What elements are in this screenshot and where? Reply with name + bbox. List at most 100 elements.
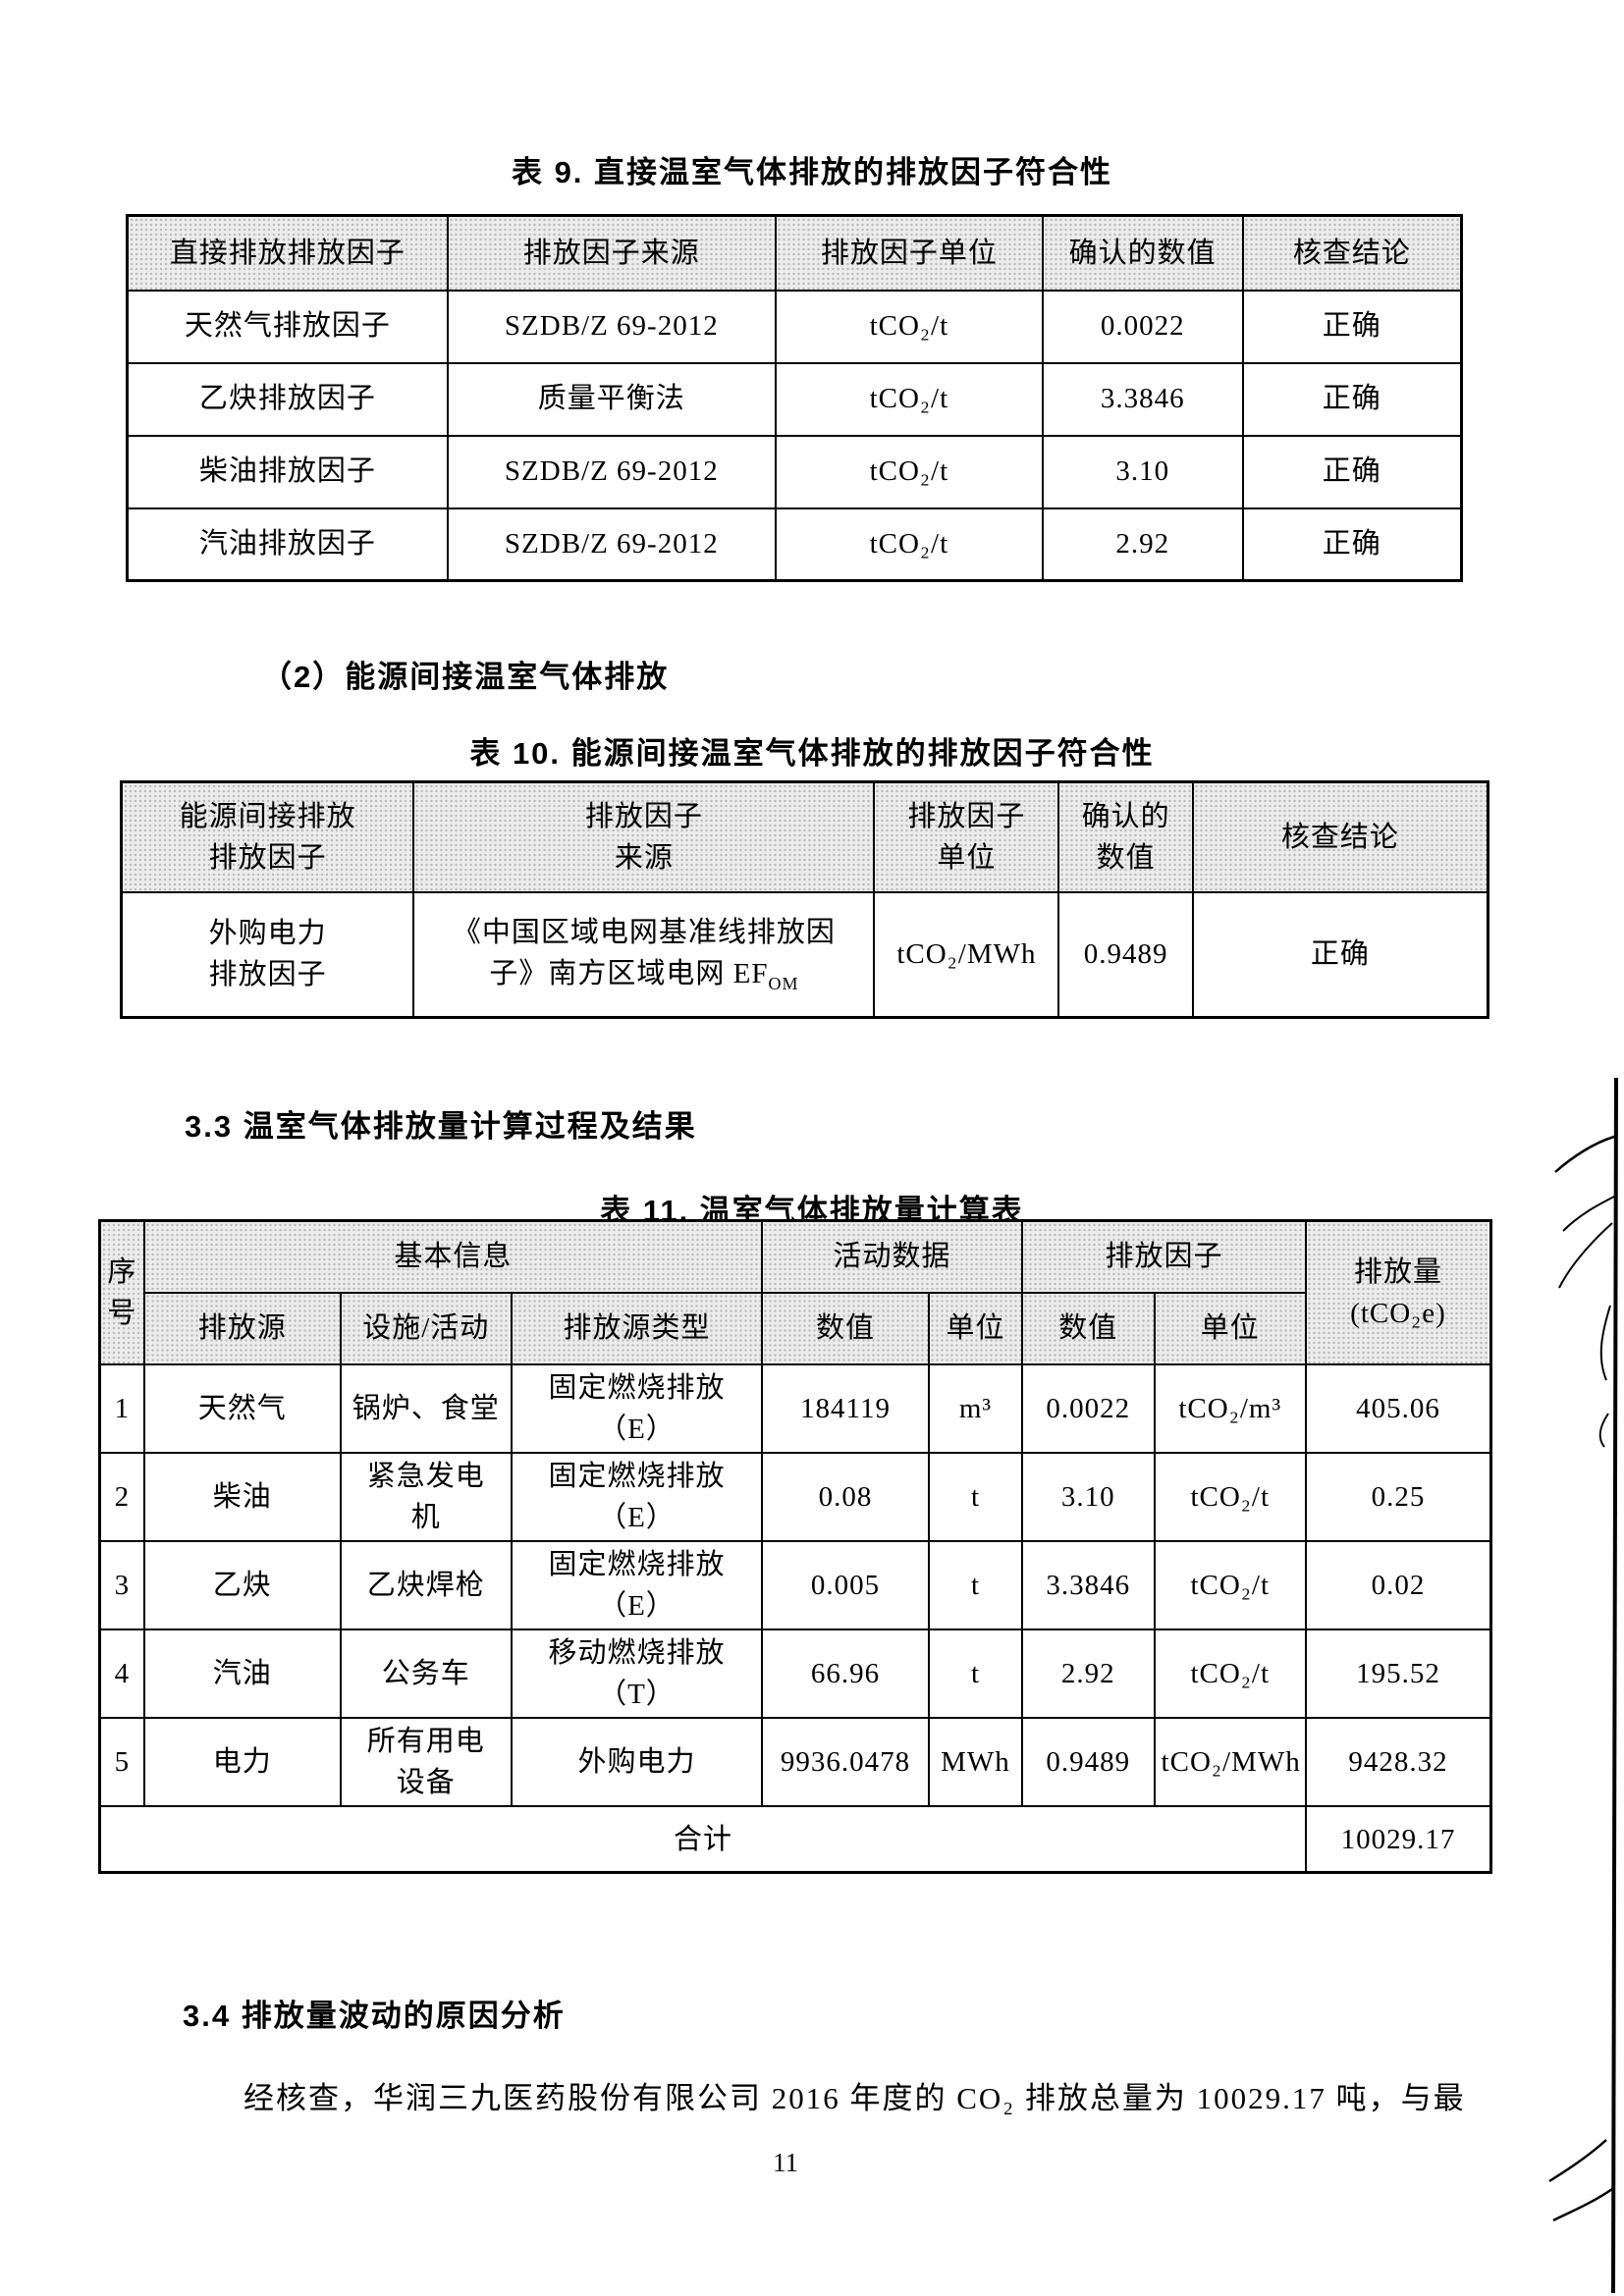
section-3-3-heading: 3.3 温室气体排放量计算过程及结果 (185, 1109, 697, 1144)
cell: 0.25 (1304, 1451, 1492, 1542)
table-11-header-cell: 排放源类型 (510, 1291, 763, 1365)
scan-scratch (1552, 2187, 1613, 2222)
cell: 汽油排放因子 (126, 507, 449, 582)
source-text: 《中国区域电网基准线排放因 子》南方区域电网 EF (452, 917, 836, 990)
cell: 电力 (142, 1716, 342, 1807)
cell: 195.52 (1304, 1628, 1492, 1719)
cell: t (928, 1539, 1023, 1630)
table-11-header-cell: 排放源 (142, 1291, 342, 1365)
scan-scratch (1558, 1222, 1613, 1289)
table-10: 能源间接排放 排放因子 排放因子 来源 排放因子 单位 确认的 数值 核查结论 … (120, 780, 1489, 1019)
table-10-source-cell: 《中国区域电网基准线排放因 子》南方区域电网 EFOM (412, 890, 876, 1019)
table-11-total-row: 合计 10029.17 (98, 1804, 1492, 1874)
cell: 4 (98, 1628, 145, 1719)
table-row: 柴油排放因子 SZDB/Z 69-2012 tCO₂/t 3.10 正确 (126, 434, 1463, 509)
page-number: 11 (773, 2148, 798, 2177)
table-11-header-cell: 基本信息 (142, 1219, 763, 1294)
cell: 正确 (1241, 361, 1463, 437)
cell: 固定燃烧排放 （E） (510, 1451, 763, 1542)
table-10-title: 表 10. 能源间接温室气体排放的排放因子符合性 (469, 736, 1155, 771)
cell: tCO₂/MWh (1153, 1716, 1307, 1807)
table-row: 1 天然气 锅炉、食堂 固定燃烧排放 （E） 184119 m³ 0.0022 … (98, 1362, 1492, 1454)
table-9-header-cell: 排放因子单位 (774, 214, 1044, 292)
table-row: 汽油排放因子 SZDB/Z 69-2012 tCO₂/t 2.92 正确 (126, 507, 1463, 582)
scan-artifact (1548, 1077, 1618, 2294)
table-row: 5 电力 所有用电 设备 外购电力 9936.0478 MWh 0.9489 t… (98, 1716, 1492, 1807)
cell: SZDB/Z 69-2012 (446, 289, 777, 364)
table-9-header-cell: 核查结论 (1241, 214, 1463, 292)
cell: tCO₂/t (774, 361, 1044, 437)
cell: m³ (928, 1362, 1023, 1454)
section-3-4-heading: 3.4 排放量波动的原因分析 (183, 1999, 566, 2033)
cell: 405.06 (1304, 1362, 1492, 1454)
scan-line (1611, 1077, 1618, 2294)
cell: 正确 (1241, 289, 1463, 364)
table-11-header-cell: 排放量 (tCO₂e) (1304, 1219, 1492, 1365)
cell: tCO₂/t (1153, 1451, 1307, 1542)
cell: tCO₂/t (774, 507, 1044, 582)
cell: 2 (98, 1451, 145, 1542)
table-9-title: 表 9. 直接温室气体排放的排放因子符合性 (511, 155, 1113, 189)
cell: SZDB/Z 69-2012 (446, 434, 777, 509)
cell: tCO₂/m³ (1153, 1362, 1307, 1454)
table-9-header-cell: 排放因子来源 (446, 214, 777, 292)
scan-scratch (1554, 1135, 1615, 1173)
cell: 3.10 (1041, 434, 1244, 509)
cell: 0.9489 (1020, 1716, 1156, 1807)
cell: 乙炔焊枪 (339, 1539, 513, 1630)
cell: 外购电力 排放因子 (120, 890, 415, 1019)
table-10-header-cell: 确认的 数值 (1057, 780, 1194, 893)
cell: 0.9489 (1057, 890, 1194, 1019)
cell: 固定燃烧排放 （E） (510, 1362, 763, 1454)
table-11-header-cell: 设施/活动 (339, 1291, 513, 1365)
cell: 0.0022 (1020, 1362, 1156, 1454)
cell: 正确 (1241, 434, 1463, 509)
cell: 0.02 (1304, 1539, 1492, 1630)
cell: t (928, 1451, 1023, 1542)
cell: 66.96 (760, 1628, 931, 1719)
table-10-header-row: 能源间接排放 排放因子 排放因子 来源 排放因子 单位 确认的 数值 核查结论 (120, 780, 1489, 893)
cell: 紧急发电 机 (339, 1451, 513, 1542)
section-2-heading: （2）能源间接温室气体排放 (261, 660, 670, 694)
scan-scratch (1598, 1413, 1609, 1448)
cell: 3.10 (1020, 1451, 1156, 1542)
cell: 质量平衡法 (446, 361, 777, 437)
cell: 汽油 (142, 1628, 342, 1719)
cell: 移动燃烧排放 （T） (510, 1628, 763, 1719)
table-row: 天然气排放因子 SZDB/Z 69-2012 tCO₂/t 0.0022 正确 (126, 289, 1463, 364)
cell: 2.92 (1020, 1628, 1156, 1719)
table-10-header-cell: 排放因子 来源 (412, 780, 876, 893)
cell: 3.3846 (1041, 361, 1244, 437)
source-subscript: OM (768, 974, 799, 994)
table-10-header-cell: 能源间接排放 排放因子 (120, 780, 415, 893)
total-value-cell: 10029.17 (1304, 1804, 1492, 1874)
table-9-header-cell: 直接排放排放因子 (126, 214, 449, 292)
cell: tCO₂/t (774, 434, 1044, 509)
cell: SZDB/Z 69-2012 (446, 507, 777, 582)
cell: 1 (98, 1362, 145, 1454)
cell: 184119 (760, 1362, 931, 1454)
cell: 乙炔 (142, 1539, 342, 1630)
cell: 9936.0478 (760, 1716, 931, 1807)
table-11-header-cell: 活动数据 (760, 1219, 1023, 1294)
cell: tCO₂/MWh (873, 890, 1060, 1019)
table-10-header-cell: 排放因子 单位 (873, 780, 1060, 893)
table-11: 序 号 基本信息 活动数据 排放因子 排放量 (tCO₂e) 排放源 设施/活动… (98, 1219, 1492, 1875)
table-9-header-row: 直接排放排放因子 排放因子来源 排放因子单位 确认的数值 核查结论 (126, 214, 1463, 292)
cell: 2.92 (1041, 507, 1244, 582)
table-row: 外购电力 排放因子 《中国区域电网基准线排放因 子》南方区域电网 EFOM tC… (120, 890, 1489, 1019)
table-11-header-cell: 单位 (928, 1291, 1023, 1365)
cell: 0.08 (760, 1451, 931, 1542)
table-9-header-cell: 确认的数值 (1041, 214, 1244, 292)
cell: tCO₂/t (1153, 1539, 1307, 1630)
cell: 0.005 (760, 1539, 931, 1630)
scan-scratch (1599, 1305, 1611, 1381)
cell: tCO₂/t (1153, 1628, 1307, 1719)
table-10-header-cell: 核查结论 (1191, 780, 1489, 893)
cell: 5 (98, 1716, 145, 1807)
table-11-subheader-row: 排放源 设施/活动 排放源类型 数值 单位 数值 单位 (100, 1291, 1491, 1365)
table-row: 3 乙炔 乙炔焊枪 固定燃烧排放 （E） 0.005 t 3.3846 tCO₂… (98, 1539, 1492, 1630)
table-row: 4 汽油 公务车 移动燃烧排放 （T） 66.96 t 2.92 tCO₂/t … (98, 1628, 1492, 1719)
cell: MWh (928, 1716, 1023, 1807)
cell: tCO₂/t (774, 289, 1044, 364)
